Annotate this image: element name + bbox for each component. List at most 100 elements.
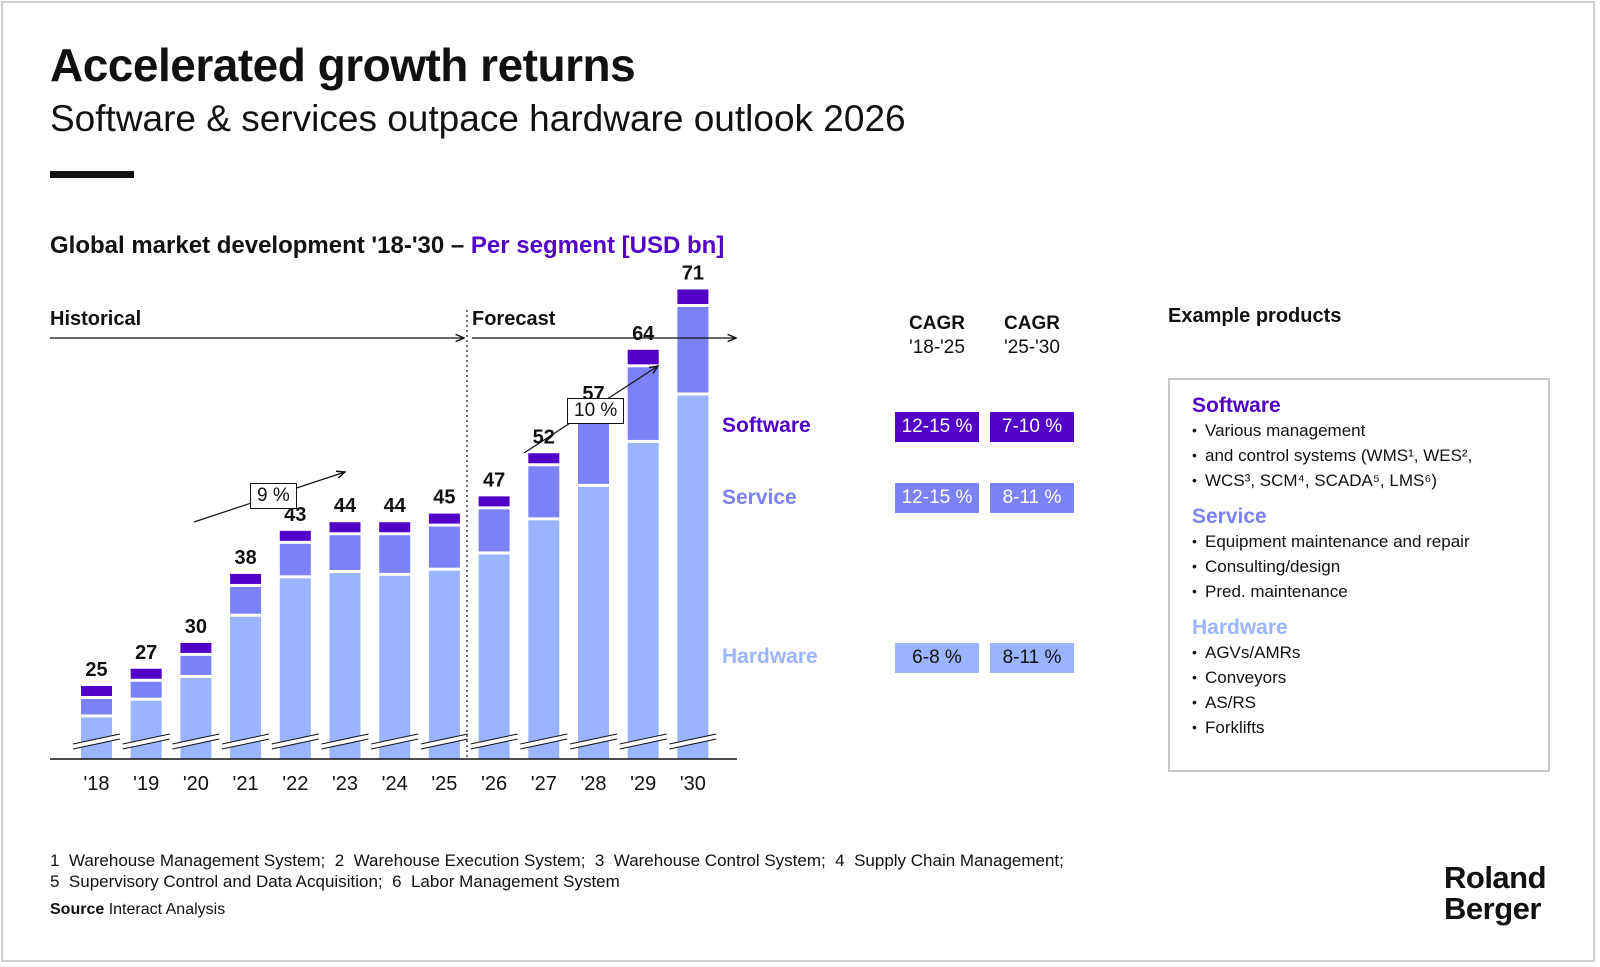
cagr-software-forecast: 7-10 %	[990, 412, 1074, 442]
bar-segment-software	[230, 573, 262, 584]
source-label: Source	[50, 901, 105, 918]
bar-segment-hardware	[528, 520, 560, 759]
bar-total-label: 52	[533, 426, 555, 448]
example-item-text: WCS³, SCM⁴, SCADA⁵, LMS⁶)	[1205, 471, 1437, 490]
cagr-hardware-hist: 6-8 %	[895, 643, 979, 673]
bar-total-label: 38	[234, 547, 256, 569]
x-tick-label: '22	[282, 773, 308, 795]
x-tick-label: '28	[580, 773, 606, 795]
x-tick-label: '25	[431, 773, 457, 795]
axis-break-line	[619, 733, 667, 745]
bar-segment-software	[478, 496, 510, 507]
x-tick-label: '23	[332, 773, 358, 795]
historical-label: Historical	[50, 308, 142, 330]
axis-break-line	[321, 738, 369, 750]
axis-break-mark	[619, 734, 667, 749]
bar-segment-service	[528, 466, 560, 518]
bar-total-label: 71	[682, 262, 704, 284]
bar-segment-software	[428, 513, 460, 524]
axis-break-mark	[420, 734, 468, 749]
bar-segment-software	[180, 642, 212, 653]
x-tick-label: '19	[133, 773, 159, 795]
axis-break-mark	[470, 734, 518, 749]
axis-break-line	[122, 733, 170, 745]
axis-break-mark	[669, 734, 717, 749]
bar-segment-hardware	[428, 570, 460, 759]
bar-segment-hardware	[230, 616, 262, 759]
bar-segment-software	[329, 522, 361, 533]
example-item: Conveyors	[1192, 665, 1548, 690]
example-item: Pred. maintenance	[1192, 579, 1548, 604]
bar-total-label: 25	[85, 659, 107, 681]
axis-break-mark	[222, 734, 270, 749]
bar-total-label: 30	[185, 616, 207, 638]
axis-break-line	[619, 738, 667, 750]
bar-segment-hardware	[180, 677, 212, 759]
chart-heading: Global market development '18-'30 – Per …	[50, 232, 724, 260]
bar-segment-service	[130, 681, 162, 698]
bar-total-label: 44	[384, 495, 407, 517]
page-subtitle: Software & services outpace hardware out…	[50, 98, 906, 139]
x-tick-label: '18	[83, 773, 109, 795]
example-item-text: and control systems (WMS¹, WES²,	[1205, 446, 1473, 465]
cagr-software-hist: 12-15 %	[895, 412, 979, 442]
axis-break-line	[669, 738, 717, 750]
segment-label-hardware: Hardware	[722, 645, 818, 668]
bar-segment-service	[230, 586, 262, 614]
axis-break-line	[520, 738, 568, 750]
x-tick-label: '21	[233, 773, 259, 795]
x-tick-label: '30	[680, 773, 706, 795]
chart-heading-unit: Per segment [USD bn]	[470, 232, 725, 259]
bar-segment-software	[677, 289, 709, 304]
bar-segment-service	[677, 306, 709, 393]
bar-segment-service	[81, 699, 112, 715]
examples-title: Example products	[1168, 305, 1342, 327]
example-item: Various management	[1192, 418, 1548, 443]
brand-logo: Roland Berger	[1444, 862, 1547, 924]
x-tick-label: '26	[481, 773, 507, 795]
cagr-header-forecast-label: CAGR	[1004, 313, 1060, 334]
x-tick-label: '27	[531, 773, 557, 795]
example-item-cont: WCS³, SCM⁴, SCADA⁵, LMS⁶)	[1192, 468, 1548, 493]
axis-break-mark	[172, 734, 220, 749]
axis-break-mark	[321, 734, 369, 749]
axis-break-line	[122, 738, 170, 750]
forecast-label: Forecast	[472, 308, 556, 330]
growth-label-forecast: 10 %	[567, 398, 625, 424]
example-item: Forklifts	[1192, 715, 1548, 740]
bar-total-label: 43	[284, 504, 306, 526]
axis-break-line	[669, 733, 717, 745]
x-tick-label: '20	[183, 773, 209, 795]
example-item: Equipment maintenance and repair	[1192, 529, 1548, 554]
axis-break-mark	[520, 734, 568, 749]
example-category-hardware: Hardware	[1192, 616, 1288, 639]
axis-break-line	[72, 733, 121, 745]
bar-segment-service	[329, 535, 361, 570]
chart-heading-main: Global market development '18-'30 –	[50, 232, 471, 259]
bar-segment-hardware	[279, 578, 311, 759]
bar-segment-service	[428, 526, 460, 568]
page-title: Accelerated growth returns	[50, 39, 636, 91]
x-tick-label: '29	[630, 773, 656, 795]
axis-break-line	[569, 738, 618, 750]
example-item-cont: and control systems (WMS¹, WES²,	[1192, 443, 1548, 468]
bar-segment-hardware	[677, 395, 709, 759]
axis-break-line	[271, 738, 319, 750]
example-category-service: Service	[1192, 505, 1267, 528]
segment-label-service: Service	[722, 486, 797, 509]
axis-break-line	[569, 733, 618, 745]
bar-segment-hardware	[478, 554, 510, 759]
example-item: AGVs/AMRs	[1192, 640, 1548, 665]
bar-segment-service	[627, 367, 659, 440]
example-item: Consulting/design	[1192, 554, 1548, 579]
axis-break-line	[420, 733, 469, 745]
footnote-line-1: 1 Warehouse Management System; 2 Warehou…	[50, 851, 1064, 870]
bar-segment-hardware	[329, 572, 361, 759]
bar-total-label: 45	[433, 487, 455, 509]
bar-segment-hardware	[578, 486, 609, 759]
cagr-header-hist: CAGR '18-'25	[892, 312, 982, 360]
cagr-service-forecast: 8-11 %	[990, 483, 1074, 513]
cagr-header-forecast-period: '25-'30	[1004, 337, 1060, 358]
axis-break-line	[72, 738, 121, 750]
